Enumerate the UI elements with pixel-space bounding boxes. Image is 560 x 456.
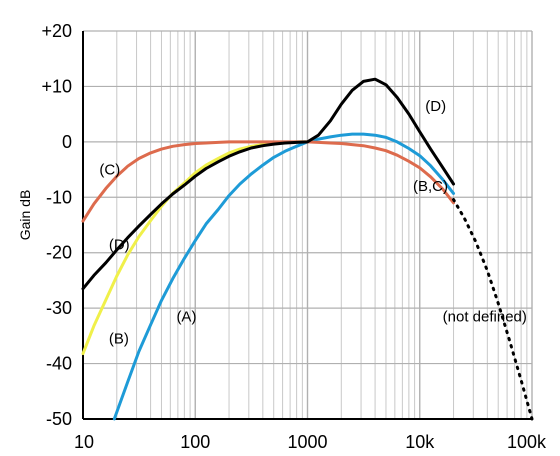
series-line-d — [81, 77, 455, 291]
series — [81, 77, 534, 421]
y-tick-label: -10 — [46, 187, 72, 207]
series-line-c — [81, 140, 455, 223]
y-tick-label: -40 — [46, 354, 72, 374]
series-line-a — [112, 132, 455, 421]
x-tick-label: 1000 — [287, 432, 327, 452]
grid — [82, 30, 533, 420]
annotation-label: (not defined) — [443, 308, 527, 325]
y-tick-label: +10 — [41, 76, 72, 96]
annotation-label: (B,C) — [413, 178, 448, 195]
annotation-label: (D) — [109, 236, 130, 253]
x-tick-label: 10k — [405, 432, 435, 452]
y-tick-label: -20 — [46, 243, 72, 263]
annotation-label: (B) — [109, 331, 129, 348]
y-tick-label: +20 — [41, 21, 72, 41]
x-tick-label: 100k — [507, 432, 547, 452]
y-axis-label: Gain dB — [17, 190, 33, 241]
y-tick-label: -30 — [46, 298, 72, 318]
y-tick-label: 0 — [62, 132, 72, 152]
x-tick-label: 100 — [180, 432, 210, 452]
series-line-not-defined — [452, 198, 534, 421]
y-tick-label: -50 — [46, 409, 72, 429]
annotation-label: (D) — [425, 98, 446, 115]
annotations: (A) (B) (C) (D) (D) (B,C) (not defined) — [99, 98, 526, 348]
annotation-label: (C) — [99, 162, 120, 179]
x-tick-label: 10 — [74, 432, 94, 452]
annotation-label: (A) — [176, 308, 196, 325]
